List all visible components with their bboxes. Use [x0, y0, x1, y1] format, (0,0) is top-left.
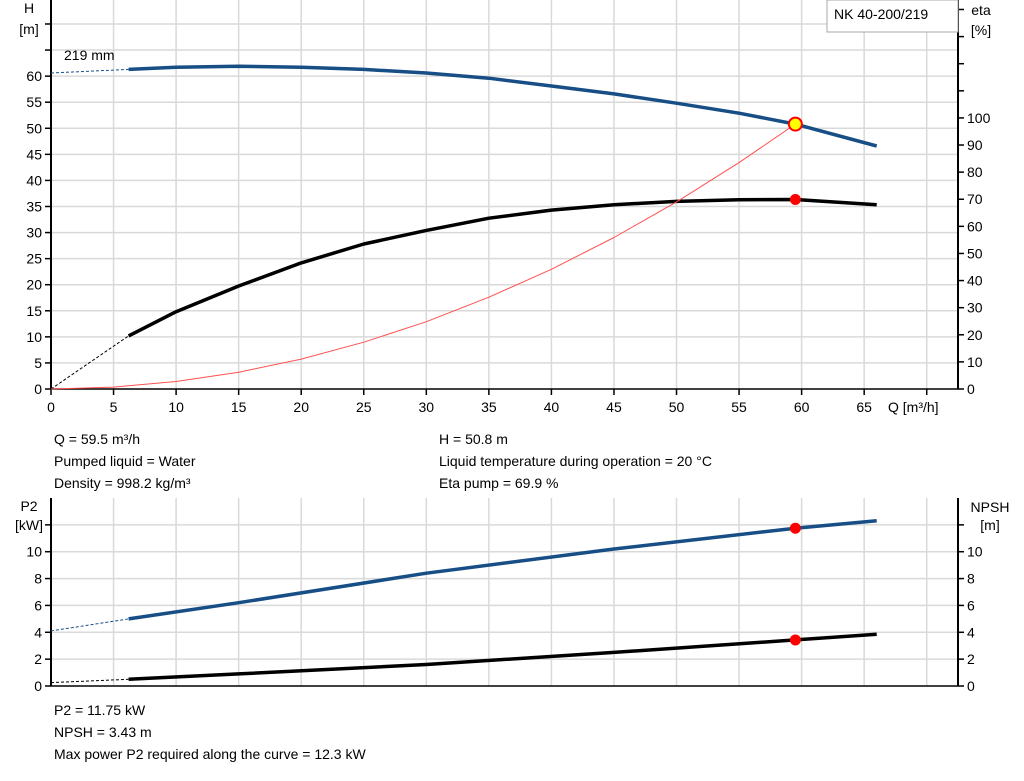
left-tick-label: 10 — [26, 544, 42, 560]
right-axis-title: NPSH — [971, 499, 1010, 515]
pumped-liquid-readout: Pumped liquid = Water — [54, 453, 196, 469]
left-tick-label: 55 — [26, 94, 42, 110]
x-tick-label: 25 — [356, 399, 372, 415]
left-tick-label: 8 — [34, 571, 42, 587]
right-tick-label: 80 — [967, 164, 983, 180]
right-tick-label: 2 — [967, 651, 975, 667]
right-axis-title: eta — [971, 2, 991, 18]
left-tick-label: 0 — [34, 678, 42, 694]
left-tick-label: 60 — [26, 68, 42, 84]
right-tick-label: 6 — [967, 597, 975, 613]
x-tick-label: 30 — [419, 399, 435, 415]
right-tick-label: 0 — [967, 678, 975, 694]
left-tick-label: 30 — [26, 225, 42, 241]
right-tick-label: 100 — [967, 110, 991, 126]
x-tick-label: 15 — [231, 399, 247, 415]
x-tick-label: 5 — [110, 399, 118, 415]
info-top-left: Q = 59.5 m³/h Pumped liquid = Water Dens… — [54, 428, 196, 494]
left-tick-label: 25 — [26, 251, 42, 267]
impeller-diameter-label: 219 mm — [64, 47, 115, 63]
left-axis-unit: [kW] — [15, 517, 43, 533]
x-tick-label: 55 — [731, 399, 747, 415]
flow-readout: Q = 59.5 m³/h — [54, 431, 140, 447]
left-tick-label: 45 — [26, 146, 42, 162]
x-tick-label: 60 — [794, 399, 810, 415]
head-curve-extrapolated — [50, 68, 129, 74]
left-tick-label: 5 — [34, 355, 42, 371]
eta-curve — [127, 197, 877, 338]
temperature-readout: Liquid temperature during operation = 20… — [439, 453, 712, 469]
right-tick-label: 50 — [967, 245, 983, 261]
left-tick-label: 35 — [26, 198, 42, 214]
right-tick-label: 0 — [967, 381, 975, 397]
left-tick-label: 4 — [34, 624, 42, 640]
x-tick-label: 40 — [544, 399, 560, 415]
right-tick-label: 40 — [967, 273, 983, 289]
density-readout: Density = 998.2 kg/m³ — [54, 475, 191, 491]
left-axis-title: P2 — [20, 498, 37, 514]
p2-duty-point — [789, 522, 801, 534]
max-power-readout: Max power P2 required along the curve = … — [54, 746, 366, 762]
right-tick-label: 70 — [967, 191, 983, 207]
left-axis-unit: [m] — [19, 21, 38, 37]
x-tick-label: 20 — [293, 399, 309, 415]
eta-readout: Eta pump = 69.9 % — [439, 475, 559, 491]
left-tick-label: 0 — [34, 381, 42, 397]
x-tick-label: 0 — [47, 399, 55, 415]
left-tick-label: 50 — [26, 120, 42, 136]
npsh-curve-extrapolated — [50, 678, 129, 684]
head-duty-point — [787, 116, 803, 132]
p2-readout: P2 = 11.75 kW — [54, 702, 146, 718]
head-readout: H = 50.8 m — [439, 431, 508, 447]
right-tick-label: 8 — [967, 571, 975, 587]
npsh-readout: NPSH = 3.43 m — [54, 724, 152, 740]
info-top-right: H = 50.8 m Liquid temperature during ope… — [439, 428, 712, 494]
npsh-duty-point — [789, 634, 801, 646]
x-tick-label: 10 — [168, 399, 184, 415]
left-tick-label: 15 — [26, 303, 42, 319]
head-curve — [128, 64, 878, 148]
right-tick-label: 10 — [967, 544, 983, 560]
system-curve — [50, 123, 796, 390]
right-tick-label: 30 — [967, 300, 983, 316]
right-tick-label: 90 — [967, 137, 983, 153]
eta-duty-point — [789, 194, 801, 206]
right-axis-unit: [m] — [980, 517, 999, 533]
right-tick-label: 4 — [967, 624, 975, 640]
left-tick-label: 2 — [34, 651, 42, 667]
x-axis-title: Q [m³/h] — [888, 399, 939, 415]
eta-curve-extrapolated — [50, 335, 129, 390]
right-tick-label: 10 — [967, 354, 983, 370]
left-tick-label: 10 — [26, 329, 42, 345]
x-tick-label: 50 — [669, 399, 685, 415]
x-tick-label: 65 — [856, 399, 872, 415]
left-tick-label: 6 — [34, 597, 42, 613]
npsh-curve — [128, 632, 877, 682]
left-tick-label: 20 — [26, 277, 42, 293]
p2-curve-extrapolated — [50, 618, 129, 632]
x-tick-label: 35 — [481, 399, 497, 415]
right-tick-label: 60 — [967, 218, 983, 234]
pump-name: NK 40-200/219 — [834, 6, 928, 22]
right-axis-unit: [%] — [971, 22, 991, 38]
p2-curve — [128, 519, 877, 621]
x-tick-label: 45 — [606, 399, 622, 415]
right-tick-label: 20 — [967, 327, 983, 343]
left-axis-title: H — [24, 0, 34, 16]
info-bottom: P2 = 11.75 kW NPSH = 3.43 m Max power P2… — [54, 699, 366, 765]
left-tick-label: 40 — [26, 172, 42, 188]
pump-name-box — [826, 0, 959, 33]
